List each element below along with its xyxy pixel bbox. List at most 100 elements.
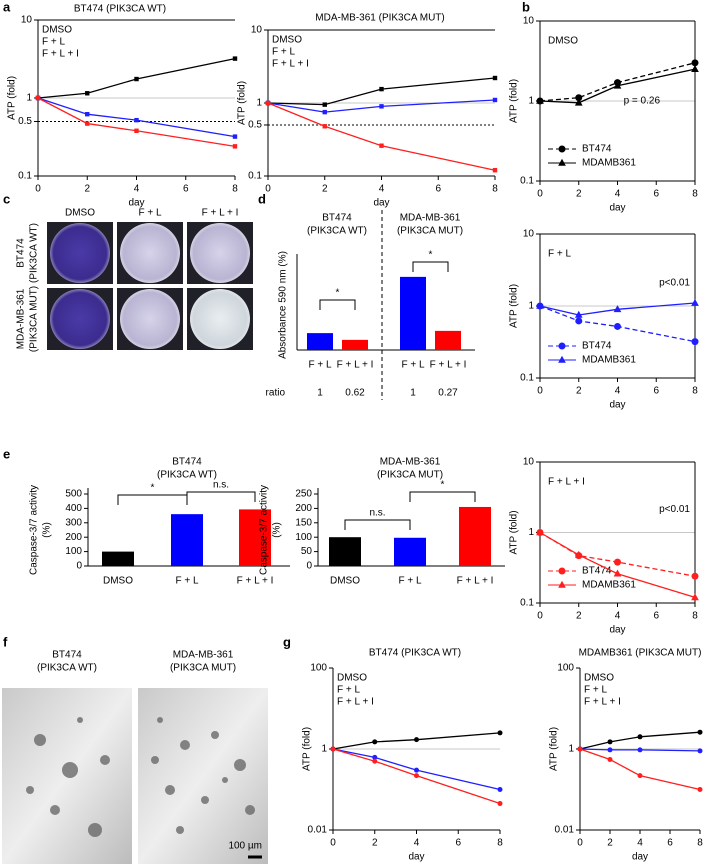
- chart-title: (PIK3CA MUT): [377, 470, 443, 481]
- series-line: [332, 748, 501, 791]
- bar: [171, 514, 203, 566]
- marker: [497, 801, 503, 807]
- x-tick-label: 0: [537, 189, 543, 200]
- series-line: [332, 748, 501, 805]
- marker: [134, 117, 139, 123]
- x-tick-label: 4: [134, 184, 140, 195]
- ratio: 1: [317, 388, 323, 399]
- legend-entry: F + L: [272, 47, 296, 58]
- x-tick-label: F + L + I: [237, 576, 274, 587]
- series-line: [579, 748, 701, 791]
- column-label: F + L: [138, 208, 162, 219]
- y-tick-label: 100: [557, 663, 574, 674]
- marker: [574, 310, 583, 318]
- x-tick-label: 8: [692, 386, 698, 397]
- y-tick-label: 500: [65, 489, 82, 500]
- x-tick-label: 6: [653, 189, 659, 200]
- x-tick-label: DMSO: [103, 576, 133, 587]
- x-tick-label: 4: [615, 386, 621, 397]
- panel-label: g: [283, 634, 291, 649]
- y-axis-label: (%): [42, 522, 53, 538]
- bar: [329, 537, 361, 566]
- series-line: [579, 748, 701, 752]
- marker: [691, 64, 699, 72]
- well: [50, 289, 110, 349]
- marker: [414, 773, 419, 779]
- bar: [459, 506, 491, 566]
- y-tick-label: 0.1: [520, 373, 534, 384]
- y-axis-label: ATP (fold): [549, 727, 560, 771]
- row-label: (PIK3CA MUT): [29, 286, 40, 352]
- marker: [613, 305, 622, 313]
- legend-entry: F + L + I: [584, 697, 621, 708]
- marker: [492, 168, 498, 173]
- marker: [322, 109, 327, 115]
- x-axis-label: day: [373, 198, 389, 209]
- y-tick-label: 0.1: [18, 171, 32, 182]
- series-line: [37, 57, 236, 99]
- y-tick-label: 1: [528, 527, 534, 538]
- series-line: [267, 99, 496, 113]
- y-axis-label: ATP (fold): [237, 81, 248, 125]
- bar: [435, 330, 461, 350]
- marker: [330, 746, 336, 752]
- y-tick-label: 100: [65, 546, 82, 557]
- bracket: [319, 299, 356, 310]
- x-tick-label: F + L: [401, 360, 425, 371]
- p-value: p = 0.26: [624, 96, 661, 107]
- y-tick-label: 0.01: [555, 825, 575, 836]
- y-tick-label: 10: [21, 15, 33, 26]
- y-tick-label: 0.1: [248, 171, 262, 182]
- bar: [307, 333, 333, 350]
- marker: [691, 593, 699, 601]
- series-line: [267, 77, 496, 106]
- marker: [35, 95, 41, 101]
- legend-entry: F + L + I: [272, 59, 309, 70]
- bracket: [344, 519, 411, 530]
- significance: *: [151, 483, 155, 494]
- y-tick-label: 50: [301, 546, 313, 557]
- bracket: [117, 494, 188, 505]
- x-tick-label: 2: [576, 189, 582, 200]
- row-label: (PIK3CA WT): [29, 223, 40, 283]
- marker: [607, 739, 613, 745]
- chart-title: BT474 (PIK3CA WT): [74, 4, 166, 15]
- chart-title: MDAMB361 (PIK3CA MUT): [579, 648, 702, 659]
- x-axis-label: day: [609, 400, 625, 411]
- marker: [232, 144, 238, 149]
- x-tick-label: 0: [265, 184, 271, 195]
- y-axis-label: (%): [272, 522, 283, 538]
- series-line: [267, 102, 496, 171]
- x-tick-label: 4: [615, 189, 621, 200]
- chart-title: MDA-MB-361: [380, 457, 441, 468]
- p-value: p<0.01: [659, 278, 690, 289]
- condition-label: F + L + I: [548, 477, 585, 488]
- y-axis-label: Caspase-3/7 activity: [259, 485, 270, 575]
- marker: [697, 729, 703, 735]
- y-tick-label: 0: [306, 561, 312, 572]
- panel-label: c: [3, 191, 10, 206]
- marker: [691, 59, 699, 67]
- x-tick-label: 6: [455, 838, 461, 849]
- panel-label: b: [522, 0, 530, 14]
- y-axis-label: Caspase-3/7 activity: [29, 485, 40, 575]
- marker: [613, 81, 622, 89]
- image-label: (PIK3CA MUT): [170, 663, 236, 674]
- row-label: MDA-MB-361: [16, 288, 27, 349]
- legend-entry: F + L: [584, 685, 608, 696]
- x-tick-label: 0: [537, 386, 543, 397]
- marker: [614, 322, 621, 330]
- x-tick-label: 8: [492, 184, 498, 195]
- chart-title: MDA-MB-361 (PIK3CA MUT): [315, 13, 444, 24]
- y-tick-label: 10: [523, 229, 535, 240]
- marker: [613, 569, 622, 577]
- x-tick-label: 2: [576, 386, 582, 397]
- well: [120, 223, 180, 283]
- y-tick-label: 0.01: [308, 825, 328, 836]
- x-tick-label: 6: [183, 184, 189, 195]
- well: [50, 223, 110, 283]
- marker: [536, 96, 544, 104]
- legend-marker: [558, 580, 566, 588]
- chart-title: (PIK3CA WT): [157, 470, 217, 481]
- legend-entry: DMSO: [584, 673, 614, 684]
